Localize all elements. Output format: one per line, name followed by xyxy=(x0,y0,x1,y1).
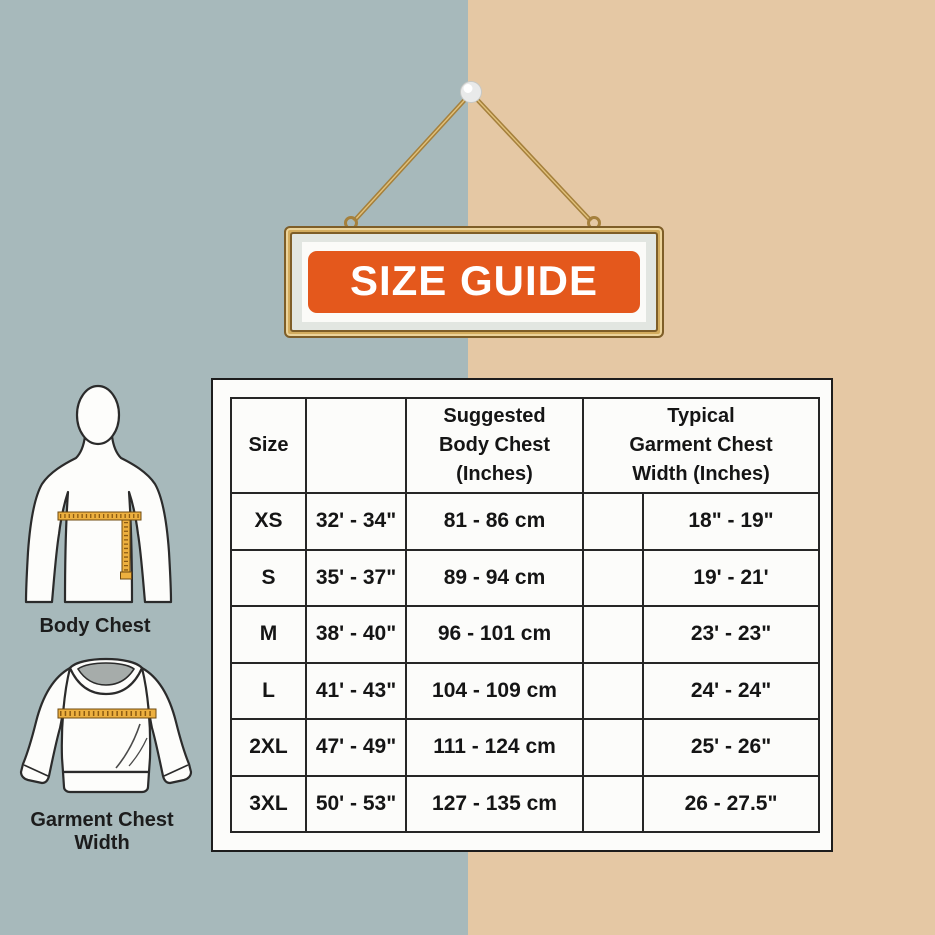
garment-width-cell: 23' - 23" xyxy=(642,605,820,664)
body-chest-inches-cell: 38' - 40" xyxy=(305,605,407,664)
size-table-row: XS 32' - 34" 81 - 86 cm 18" - 19" xyxy=(230,492,820,551)
spacer-cell xyxy=(582,718,644,777)
size-table-row: 2XL 47' - 49" 111 - 124 cm 25' - 26" xyxy=(230,718,820,777)
spacer-cell xyxy=(582,548,644,607)
size-table-row: S 35' - 37" 89 - 94 cm 19' - 21' xyxy=(230,548,820,607)
body-chest-cm-cell: 81 - 86 cm xyxy=(405,492,584,551)
sign-title: SIZE GUIDE xyxy=(349,257,599,304)
body-chest-inches-cell: 50' - 53" xyxy=(305,774,407,833)
left-cuff-line xyxy=(23,764,49,777)
sign-frame-inner: SIZE GUIDE xyxy=(290,232,658,332)
sweatshirt-right-sleeve xyxy=(140,666,193,785)
fold-line-1 xyxy=(115,723,141,769)
size-table-row: L 41' - 43" 104 - 109 cm 24' - 24" xyxy=(230,661,820,720)
body-chest-inches-cell: 32' - 34" xyxy=(305,492,407,551)
body-chest-cm-cell: 111 - 124 cm xyxy=(405,718,584,777)
size-cell: 3XL xyxy=(230,774,307,833)
garment-chest-figure xyxy=(19,657,193,794)
size-table-row: M 38' - 40" 96 - 101 cm 23' - 23" xyxy=(230,605,820,664)
hanger-string-right-highlight xyxy=(470,92,592,222)
body-chest-label: Body Chest xyxy=(39,615,151,637)
sweatshirt-hem-band xyxy=(61,770,151,794)
collar-inner xyxy=(76,662,136,686)
spacer-cell xyxy=(582,492,644,551)
body-chest-cm-cell: 127 - 135 cm xyxy=(405,774,584,833)
hanger-string-left-highlight xyxy=(353,92,472,222)
garment-width-cell: 18" - 19" xyxy=(642,492,820,551)
body-chest-figure xyxy=(24,384,173,604)
sign-hanger xyxy=(344,81,601,230)
size-table: Size Suggested Body Chest (Inches) Typic… xyxy=(230,397,820,833)
spacer-cell xyxy=(582,605,644,664)
spacer-cell xyxy=(582,774,644,833)
tape-end-tab xyxy=(120,571,132,580)
body-chest-inches-cell: 41' - 43" xyxy=(305,661,407,720)
sign-panel: SIZE GUIDE xyxy=(302,242,646,322)
garment-width-cell: 25' - 26" xyxy=(642,718,820,777)
sweatshirt-left-sleeve xyxy=(19,666,72,785)
header-blank xyxy=(305,397,407,494)
size-cell: S xyxy=(230,548,307,607)
sign-banner: SIZE GUIDE xyxy=(308,251,640,313)
garment-width-cell: 24' - 24" xyxy=(642,661,820,720)
header-size: Size xyxy=(230,397,307,494)
right-cuff-line xyxy=(163,764,189,777)
pin-highlight xyxy=(463,84,473,93)
size-cell: 2XL xyxy=(230,718,307,777)
fold-line-2 xyxy=(128,737,148,767)
header-garment-chest: Typical Garment Chest Width (Inches) xyxy=(582,397,820,494)
body-chest-inches-cell: 35' - 37" xyxy=(305,548,407,607)
garment-width-cell: 26 - 27.5" xyxy=(642,774,820,833)
size-guide-sign: SIZE GUIDE xyxy=(284,226,664,338)
pin-icon xyxy=(460,81,482,103)
table-header-row: Size Suggested Body Chest (Inches) Typic… xyxy=(230,397,820,494)
spacer-cell xyxy=(582,661,644,720)
body-chest-cm-cell: 104 - 109 cm xyxy=(405,661,584,720)
size-cell: XS xyxy=(230,492,307,551)
size-cell: M xyxy=(230,605,307,664)
body-chest-inches-cell: 47' - 49" xyxy=(305,718,407,777)
size-table-panel: Size Suggested Body Chest (Inches) Typic… xyxy=(211,378,833,852)
size-table-row: 3XL 50' - 53" 127 - 135 cm 26 - 27.5" xyxy=(230,774,820,833)
garment-width-cell: 19' - 21' xyxy=(642,548,820,607)
header-body-chest: Suggested Body Chest (Inches) xyxy=(405,397,584,494)
size-cell: L xyxy=(230,661,307,720)
body-chest-cm-cell: 89 - 94 cm xyxy=(405,548,584,607)
garment-chest-width-label: Garment Chest Width xyxy=(30,809,174,854)
figure-head xyxy=(75,384,121,446)
body-chest-cm-cell: 96 - 101 cm xyxy=(405,605,584,664)
